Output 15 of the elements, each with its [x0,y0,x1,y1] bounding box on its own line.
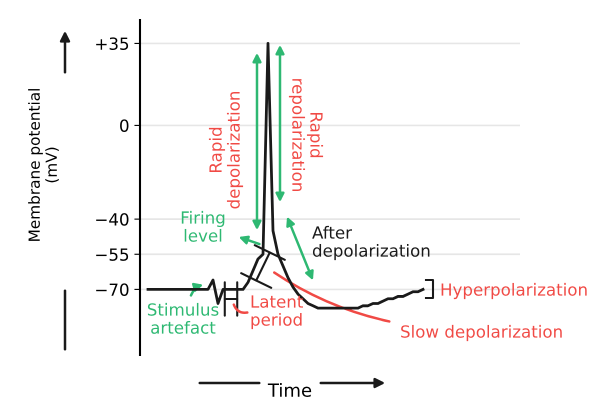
text: Hyperpolarization [442,282,587,300]
annotation: Rapid depolarization [208,92,244,208]
y-tick-label: +35 [96,37,128,50]
y-axis-title: Membrane potential (mV) [28,89,59,241]
annotation: After depolarization [312,226,430,260]
y-tick-label: 0 [120,119,128,132]
x-axis-title: Time [268,383,312,397]
annotation: Rapid repolarization [288,79,324,191]
annotation: Latent period [252,295,303,330]
y-tick-label: −70 [96,283,128,296]
annotation: Firing level [182,210,224,242]
y-tick-label: −40 [96,213,128,226]
annotation: Stimulus artefact [148,302,218,334]
y-tick-label: −55 [96,248,128,261]
annotation: Slow depolarization [401,324,562,342]
